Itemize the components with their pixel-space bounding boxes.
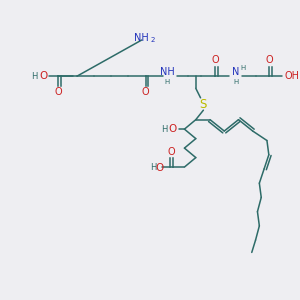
Text: S: S — [200, 98, 207, 111]
Text: H: H — [241, 65, 246, 71]
Text: 2: 2 — [151, 37, 155, 43]
Text: O: O — [167, 147, 175, 157]
Text: NH: NH — [134, 33, 149, 43]
Text: OH: OH — [284, 71, 299, 81]
Text: O: O — [55, 87, 62, 97]
Text: O: O — [39, 71, 47, 81]
Text: O: O — [212, 55, 220, 65]
Text: H: H — [233, 79, 238, 85]
Text: H: H — [165, 79, 170, 85]
Text: H: H — [161, 124, 168, 134]
Text: O: O — [266, 55, 274, 65]
Text: O: O — [156, 163, 164, 173]
Text: O: O — [168, 124, 176, 134]
Text: NH: NH — [160, 67, 175, 77]
Text: H: H — [32, 71, 38, 80]
Text: O: O — [142, 87, 149, 97]
Text: N: N — [232, 67, 239, 77]
Text: H: H — [150, 163, 156, 172]
